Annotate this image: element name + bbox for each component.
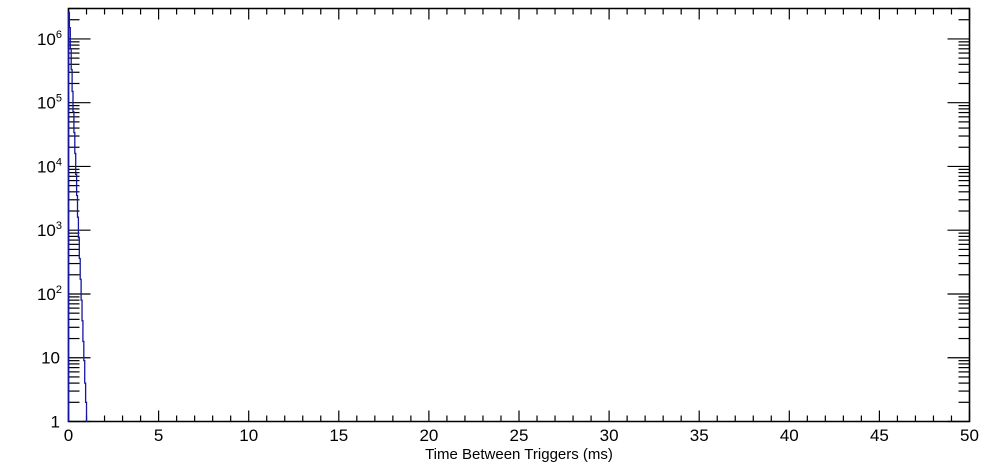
y-axis-ticks bbox=[68, 7, 970, 423]
x-tick-label: 45 bbox=[870, 426, 889, 445]
x-tick-label: 10 bbox=[239, 426, 258, 445]
x-axis-ticks bbox=[67, 8, 971, 422]
x-tick-label: 5 bbox=[154, 426, 163, 445]
x-axis-tick-labels: 0 5 10 15 20 25 30 35 40 45 50 bbox=[64, 426, 979, 445]
x-tick-label: 40 bbox=[780, 426, 799, 445]
y-tick-label: 104 bbox=[37, 156, 62, 176]
x-tick-label: 15 bbox=[329, 426, 348, 445]
histogram-series bbox=[67, 11, 88, 423]
y-axis-tick-labels: 1 10 102 103 104 105 106 bbox=[37, 29, 62, 432]
x-tick-label: 0 bbox=[64, 426, 73, 445]
x-tick-label: 35 bbox=[690, 426, 709, 445]
y-tick-label: 102 bbox=[37, 284, 62, 304]
y-tick-label: 1 bbox=[51, 413, 60, 432]
x-tick-label: 30 bbox=[600, 426, 619, 445]
y-tick-label: 106 bbox=[37, 29, 62, 49]
y-tick-label: 10 bbox=[41, 349, 60, 368]
x-tick-label: 20 bbox=[419, 426, 438, 445]
x-tick-label: 50 bbox=[960, 426, 979, 445]
histogram-outline bbox=[67, 11, 88, 423]
x-tick-label: 25 bbox=[510, 426, 529, 445]
y-tick-label: 105 bbox=[37, 93, 62, 113]
y-tick-label: 103 bbox=[37, 220, 62, 240]
x-axis-title: Time Between Triggers (ms) bbox=[425, 446, 613, 463]
